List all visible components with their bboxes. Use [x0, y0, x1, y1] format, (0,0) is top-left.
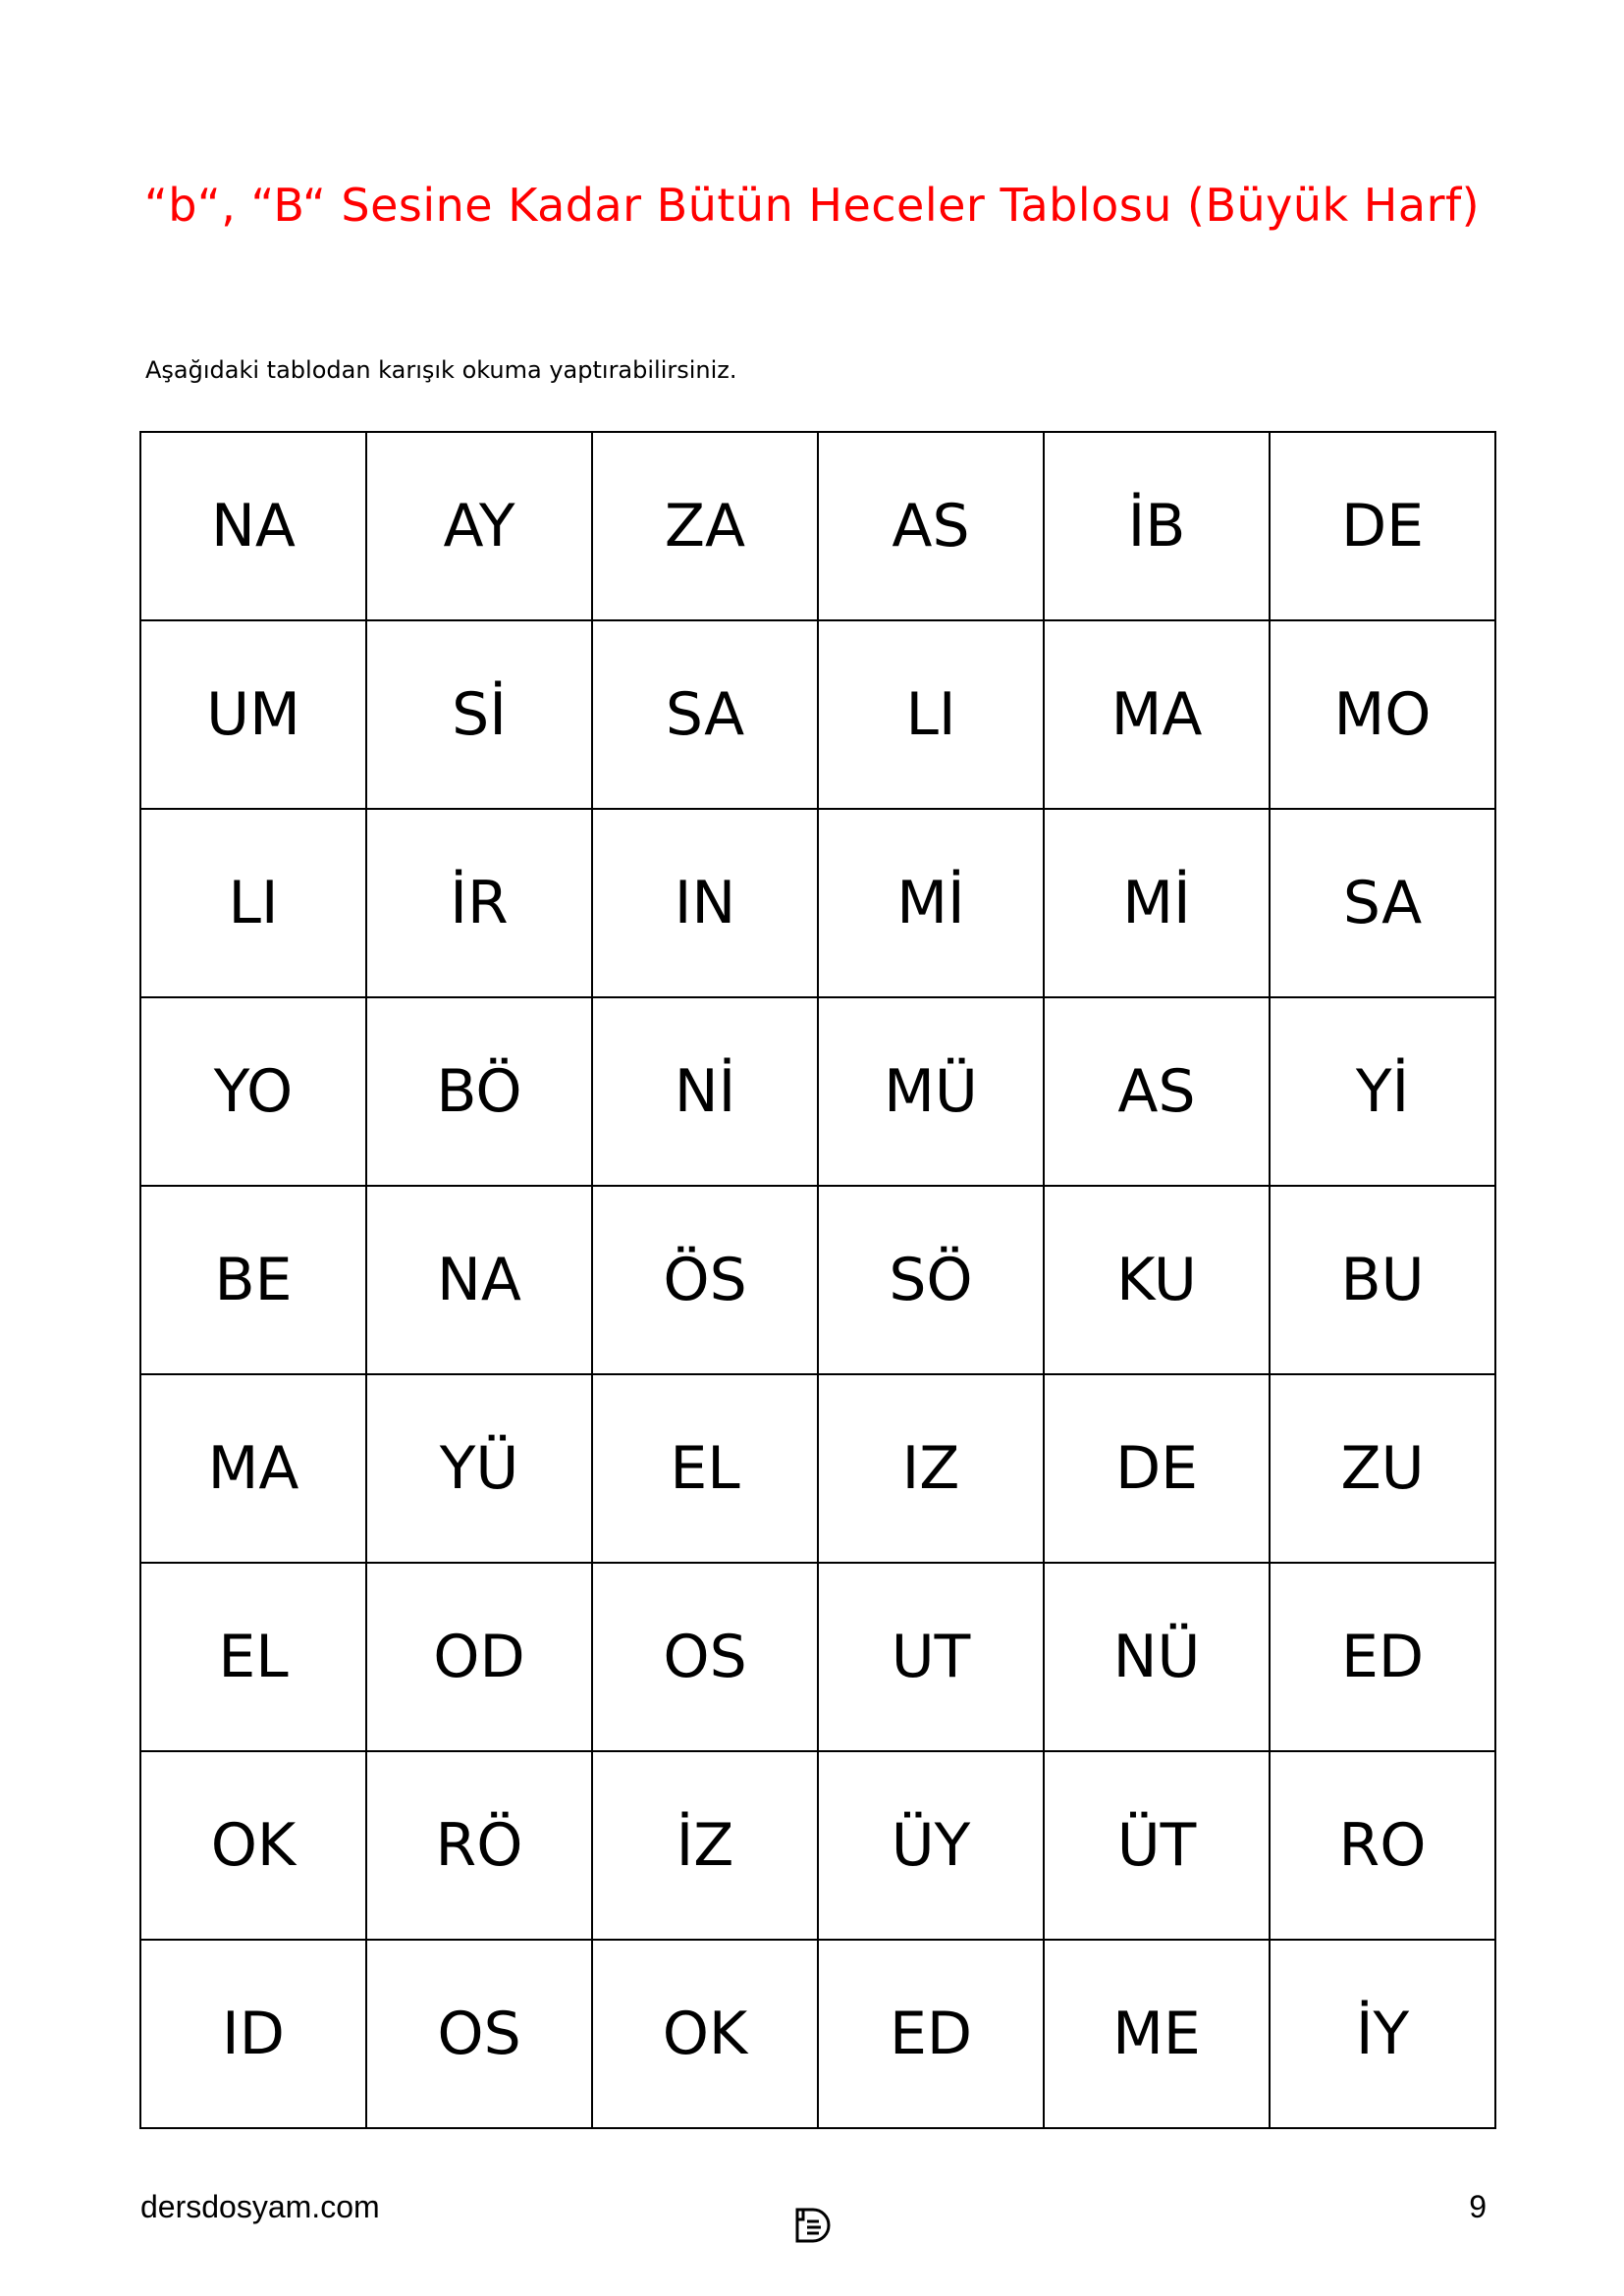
syllable-cell: NA — [365, 1185, 593, 1375]
syllable-cell: MÜ — [817, 996, 1045, 1187]
syllable-cell: SA — [591, 619, 819, 810]
syllable-cell: İY — [1269, 1939, 1496, 2129]
syllable-cell: YÜ — [365, 1373, 593, 1564]
syllable-cell: ZU — [1269, 1373, 1496, 1564]
syllable-cell: BU — [1269, 1185, 1496, 1375]
syllable-cell: YO — [139, 996, 367, 1187]
table-row: ID OS OK ED ME İY — [139, 1939, 1496, 2129]
syllable-cell: DE — [1043, 1373, 1271, 1564]
syllable-cell: AY — [365, 431, 593, 621]
syllable-cell: ÖS — [591, 1185, 819, 1375]
page-number: 9 — [1469, 2189, 1487, 2224]
syllable-cell: MA — [139, 1373, 367, 1564]
document-icon — [793, 2206, 833, 2249]
syllable-cell: NA — [139, 431, 367, 621]
syllable-cell: BE — [139, 1185, 367, 1375]
syllable-cell: NÜ — [1043, 1562, 1271, 1752]
syllable-cell: OS — [365, 1939, 593, 2129]
syllable-cell: ED — [817, 1939, 1045, 2129]
table-row: LI İR IN Mİ Mİ SA — [139, 808, 1496, 998]
table-row: EL OD OS UT NÜ ED — [139, 1562, 1496, 1752]
table-row: BE NA ÖS SÖ KU BU — [139, 1185, 1496, 1375]
syllable-cell: MO — [1269, 619, 1496, 810]
syllable-cell: BÖ — [365, 996, 593, 1187]
page-title: “b“, “B“ Sesine Kadar Bütün Heceler Tabl… — [143, 179, 1481, 232]
table-row: MA YÜ EL IZ DE ZU — [139, 1373, 1496, 1564]
syllable-cell: İZ — [591, 1750, 819, 1941]
table-row: OK RÖ İZ ÜY ÜT RO — [139, 1750, 1496, 1941]
syllable-cell: EL — [591, 1373, 819, 1564]
syllable-cell: OS — [591, 1562, 819, 1752]
syllable-cell: UM — [139, 619, 367, 810]
syllable-cell: İB — [1043, 431, 1271, 621]
syllable-cell: RÖ — [365, 1750, 593, 1941]
syllable-cell: Yİ — [1269, 996, 1496, 1187]
syllable-cell: LI — [817, 619, 1045, 810]
syllable-cell: MA — [1043, 619, 1271, 810]
syllable-cell: OK — [139, 1750, 367, 1941]
syllable-cell: SÖ — [817, 1185, 1045, 1375]
syllable-cell: ED — [1269, 1562, 1496, 1752]
syllable-cell: LI — [139, 808, 367, 998]
website-footer: dersdosyam.com — [140, 2189, 380, 2224]
syllable-cell: IN — [591, 808, 819, 998]
syllable-cell: ZA — [591, 431, 819, 621]
syllable-cell: IZ — [817, 1373, 1045, 1564]
syllable-cell: Mİ — [817, 808, 1045, 998]
syllable-cell: ID — [139, 1939, 367, 2129]
syllable-cell: DE — [1269, 431, 1496, 621]
table-row: YO BÖ Nİ MÜ AS Yİ — [139, 996, 1496, 1187]
syllable-cell: RO — [1269, 1750, 1496, 1941]
syllable-cell: ÜT — [1043, 1750, 1271, 1941]
syllable-cell: ME — [1043, 1939, 1271, 2129]
syllable-cell: AS — [817, 431, 1045, 621]
table-row: NA AY ZA AS İB DE — [139, 431, 1496, 621]
syllable-cell: Nİ — [591, 996, 819, 1187]
syllable-cell: EL — [139, 1562, 367, 1752]
syllable-cell: OK — [591, 1939, 819, 2129]
syllable-cell: OD — [365, 1562, 593, 1752]
syllable-table: NA AY ZA AS İB DE UM Sİ SA LI MA MO LI İR IN Mİ Mİ SA YO BÖ… — [139, 431, 1496, 2129]
syllable-cell: Mİ — [1043, 808, 1271, 998]
syllable-cell: AS — [1043, 996, 1271, 1187]
syllable-cell: UT — [817, 1562, 1045, 1752]
table-row: UM Sİ SA LI MA MO — [139, 619, 1496, 810]
syllable-cell: SA — [1269, 808, 1496, 998]
syllable-cell: Sİ — [365, 619, 593, 810]
instructions: Aşağıdaki tablodan karışık okuma yaptıra… — [145, 356, 737, 384]
syllable-cell: ÜY — [817, 1750, 1045, 1941]
syllable-cell: İR — [365, 808, 593, 998]
syllable-cell: KU — [1043, 1185, 1271, 1375]
